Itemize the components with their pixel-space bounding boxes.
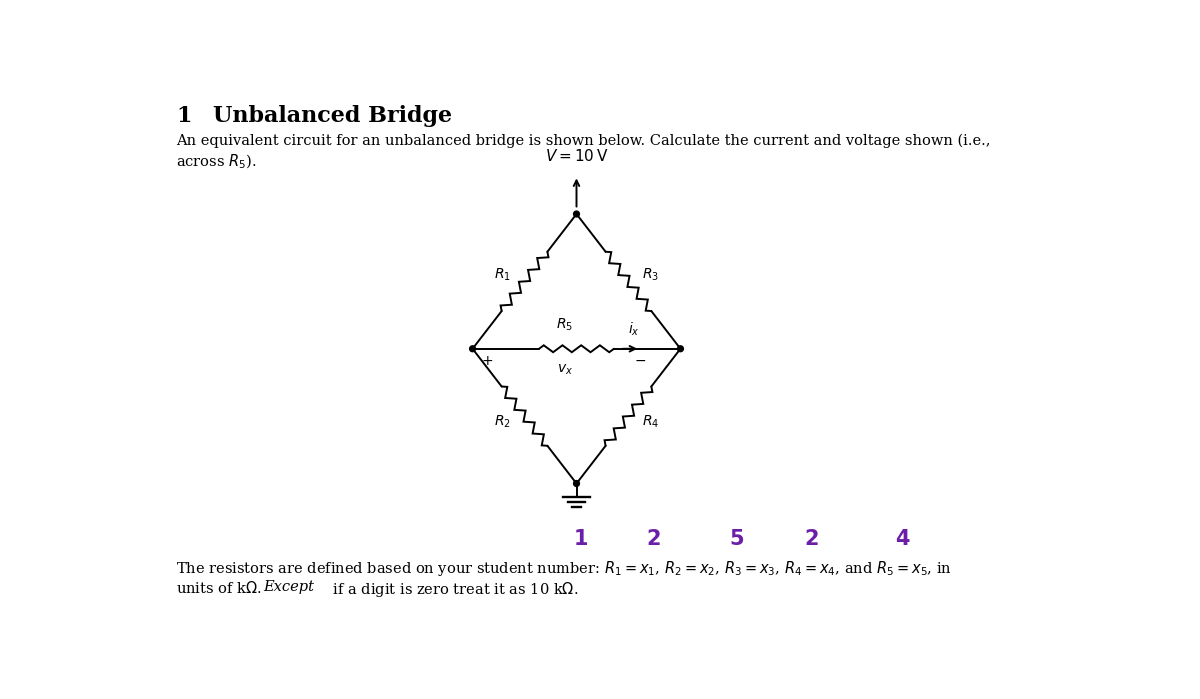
Text: 1: 1 [574, 529, 588, 549]
Text: $R_5$: $R_5$ [557, 317, 574, 333]
Text: $+$: $+$ [481, 354, 493, 368]
Text: $R_2$: $R_2$ [494, 414, 511, 431]
Text: Unbalanced Bridge: Unbalanced Bridge [214, 105, 452, 127]
Text: The resistors are defined based on your student number: $R_1 = x_1$, $R_2 = x_2$: The resistors are defined based on your … [176, 559, 952, 578]
Circle shape [469, 346, 475, 352]
Text: $V = 10\,\mathrm{V}$: $V = 10\,\mathrm{V}$ [545, 148, 608, 164]
Circle shape [678, 346, 683, 352]
Text: $R_3$: $R_3$ [642, 267, 659, 283]
Text: $i_x$: $i_x$ [628, 321, 640, 338]
Text: Except: Except [263, 579, 313, 593]
Text: 5: 5 [730, 529, 744, 549]
Text: $-$: $-$ [634, 352, 646, 366]
Text: 2: 2 [647, 529, 661, 549]
Text: $R_1$: $R_1$ [493, 267, 511, 283]
Text: $v_x$: $v_x$ [557, 363, 572, 377]
Text: An equivalent circuit for an unbalanced bridge is shown below. Calculate the cur: An equivalent circuit for an unbalanced … [176, 134, 991, 147]
Text: across $R_5$).: across $R_5$). [176, 152, 257, 171]
Text: 4: 4 [895, 529, 910, 549]
Circle shape [574, 211, 580, 217]
Text: 1: 1 [176, 105, 192, 127]
Text: if a digit is zero treat it as 10 k$\Omega$.: if a digit is zero treat it as 10 k$\Ome… [328, 579, 578, 599]
Text: $R_4$: $R_4$ [642, 414, 660, 431]
Circle shape [574, 481, 580, 487]
Text: 2: 2 [805, 529, 820, 549]
Text: units of k$\Omega$.: units of k$\Omega$. [176, 579, 263, 596]
